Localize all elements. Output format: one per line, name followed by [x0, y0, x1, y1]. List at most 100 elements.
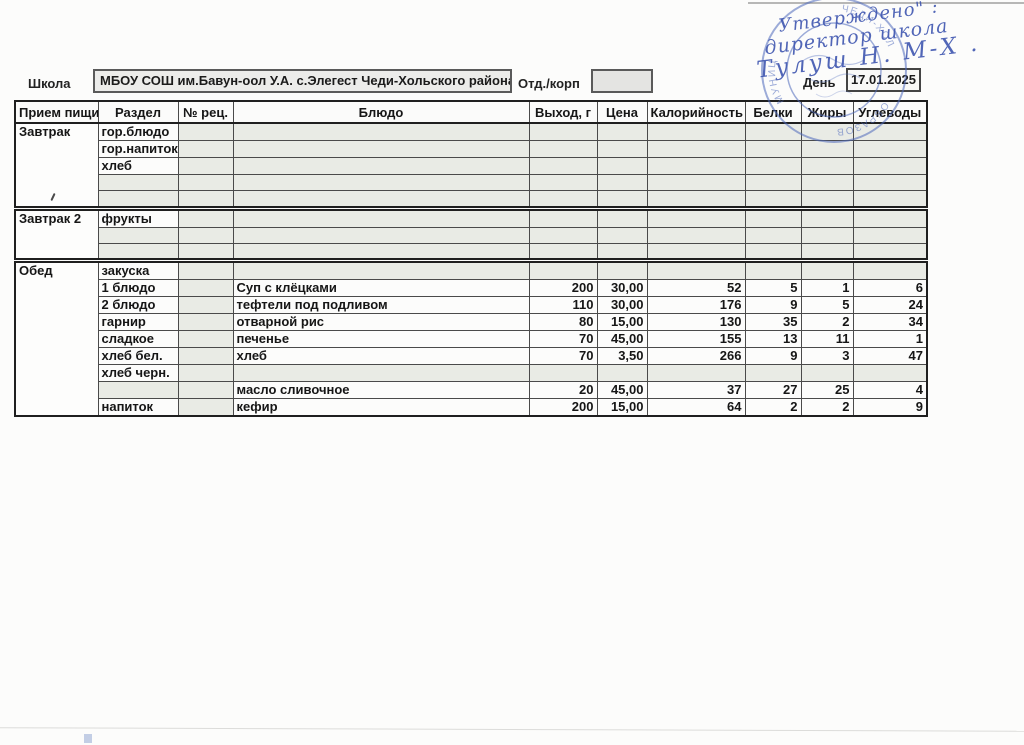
fat-cell — [800, 364, 854, 382]
col-header: Жиры — [800, 100, 854, 124]
out-cell — [528, 157, 598, 175]
col-header: Раздел — [97, 100, 179, 124]
razdel-cell: напиток — [97, 398, 179, 417]
rec-cell — [177, 261, 234, 280]
meal-cell: Обед — [14, 261, 99, 417]
fat-cell: 3 — [800, 347, 854, 365]
razdel-cell: гор.блюдо — [97, 122, 179, 141]
prot-cell — [744, 364, 802, 382]
col-header: Цена — [596, 100, 648, 124]
prot-cell — [744, 122, 802, 141]
paper-edge-line — [0, 727, 1024, 732]
razdel-cell: 1 блюдо — [97, 279, 179, 297]
day-date-field: 17.01.2025 — [846, 68, 921, 92]
rec-cell — [177, 313, 234, 331]
menu-row: Обед закуска — [14, 261, 928, 417]
carb-cell: 47 — [852, 347, 928, 365]
out-cell — [528, 208, 598, 228]
menu-row — [15, 226, 928, 244]
menu-row: 1 блюдо Суп с клёцками 200 30,00 52 5 1 6 — [15, 279, 928, 297]
cal-cell: 266 — [646, 347, 746, 365]
price-cell — [596, 140, 648, 158]
table-header-row: Прием пищи Раздел № рец. Блюдо Выход, г Цена К… — [14, 100, 928, 124]
rec-cell — [177, 190, 234, 208]
price-cell: 15,00 — [596, 398, 648, 417]
fat-cell: 11 — [800, 330, 854, 348]
prot-cell: 13 — [744, 330, 802, 348]
price-cell — [596, 242, 648, 260]
cal-cell — [646, 140, 746, 158]
price-cell: 15,00 — [596, 313, 648, 331]
dish-cell — [232, 190, 530, 208]
cal-cell — [646, 364, 746, 382]
prot-cell: 2 — [744, 398, 802, 417]
prot-cell — [744, 226, 802, 244]
day-label: День — [803, 75, 836, 90]
dish-cell: хлеб — [232, 347, 530, 365]
cal-cell: 64 — [646, 398, 746, 417]
cal-cell — [646, 242, 746, 260]
dept-corp-label: Отд./корп — [518, 76, 580, 91]
fat-cell — [800, 157, 854, 175]
menu-row: гор.напиток — [15, 140, 928, 158]
prot-cell — [744, 242, 802, 260]
price-cell: 30,00 — [596, 279, 648, 297]
school-name-field: МБОУ СОШ им.Бавун-оол У.А. с.Элегест Чед… — [93, 69, 512, 93]
prot-cell: 35 — [744, 313, 802, 331]
carb-cell — [852, 157, 928, 175]
out-cell — [528, 226, 598, 244]
rec-cell — [177, 296, 234, 314]
fat-cell — [800, 174, 854, 191]
menu-table: Прием пищи Раздел № рец. Блюдо Выход, г Цена К… — [14, 100, 928, 417]
prot-cell: 5 — [744, 279, 802, 297]
dish-cell — [232, 174, 530, 191]
dish-cell: печенье — [232, 330, 530, 348]
carb-cell — [852, 208, 928, 228]
out-cell — [528, 242, 598, 260]
out-cell — [528, 122, 598, 141]
cal-cell — [646, 261, 746, 280]
dish-cell: отварной рис — [232, 313, 530, 331]
razdel-cell: хлеб бел. — [97, 347, 179, 365]
meal-cell: Завтрак 2 — [14, 208, 99, 260]
fat-cell — [800, 122, 854, 141]
razdel-cell — [97, 242, 179, 260]
fat-cell — [800, 242, 854, 260]
rec-cell — [177, 347, 234, 365]
prot-cell — [744, 157, 802, 175]
out-cell: 70 — [528, 347, 598, 365]
carb-cell — [852, 364, 928, 382]
fat-cell — [800, 226, 854, 244]
carb-cell — [852, 190, 928, 208]
cal-cell: 130 — [646, 313, 746, 331]
col-header: Прием пищи — [14, 100, 99, 124]
dish-cell — [232, 364, 530, 382]
fat-cell: 2 — [800, 398, 854, 417]
carb-cell — [852, 174, 928, 191]
price-cell — [596, 174, 648, 191]
razdel-cell: гор.напиток — [97, 140, 179, 158]
out-cell: 110 — [528, 296, 598, 314]
prot-cell — [744, 208, 802, 228]
cal-cell — [646, 190, 746, 208]
price-cell — [596, 190, 648, 208]
fat-cell: 1 — [800, 279, 854, 297]
cal-cell: 52 — [646, 279, 746, 297]
prot-cell — [744, 174, 802, 191]
price-cell — [596, 157, 648, 175]
dish-cell — [232, 122, 530, 141]
carb-cell — [852, 226, 928, 244]
out-cell: 80 — [528, 313, 598, 331]
scan-artifact — [84, 734, 92, 743]
rec-cell — [177, 122, 234, 141]
menu-row: масло сливочное 20 45,00 37 27 25 4 — [15, 381, 928, 399]
dept-corp-field — [591, 69, 653, 93]
col-header: Белки — [744, 100, 802, 124]
out-cell — [528, 261, 598, 280]
menu-row — [15, 242, 928, 260]
cal-cell: 37 — [646, 381, 746, 399]
menu-row: Завтрак гор.блюдо — [14, 122, 928, 208]
carb-cell — [852, 242, 928, 260]
menu-row: хлеб бел. хлеб 70 3,50 266 9 3 47 — [15, 347, 928, 365]
